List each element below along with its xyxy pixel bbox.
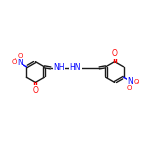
Text: HN: HN [70,63,81,72]
Text: O: O [127,85,132,91]
Text: O: O [112,50,118,58]
Text: O: O [32,85,38,94]
Text: N: N [127,77,133,86]
Text: ·: · [135,80,137,88]
Text: NH: NH [53,63,64,72]
Text: O: O [133,79,139,85]
Text: O: O [11,59,17,65]
Text: O: O [18,53,23,59]
Text: N: N [17,58,23,67]
Text: ·: · [13,56,15,65]
